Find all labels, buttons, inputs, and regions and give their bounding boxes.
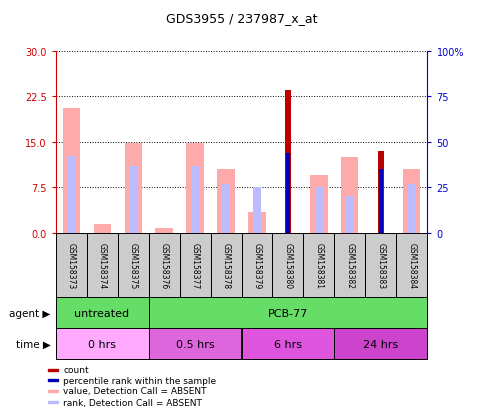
Bar (272, 233, 303, 297)
Bar (217, 170, 235, 233)
Text: GSM158384: GSM158384 (408, 242, 416, 288)
Bar (286, 153, 290, 233)
Text: GSM158377: GSM158377 (190, 242, 199, 288)
Bar (248, 212, 266, 233)
Bar (180, 233, 211, 297)
Bar (48, 401, 58, 403)
Text: GSM158383: GSM158383 (376, 242, 385, 288)
Bar (242, 233, 272, 297)
Bar (156, 228, 172, 233)
Bar (378, 152, 384, 233)
Bar (284, 91, 291, 233)
Text: GSM158379: GSM158379 (253, 242, 261, 288)
Bar (117, 233, 149, 297)
Bar (94, 224, 111, 233)
Bar (315, 188, 323, 233)
Bar (242, 328, 334, 359)
Bar (48, 390, 58, 392)
Bar (67, 157, 75, 233)
Text: GSM158380: GSM158380 (284, 242, 293, 288)
Bar (191, 166, 199, 233)
Text: value, Detection Call = ABSENT: value, Detection Call = ABSENT (63, 386, 207, 395)
Text: 0.5 hrs: 0.5 hrs (176, 339, 214, 349)
Text: time ▶: time ▶ (16, 339, 51, 349)
Text: GSM158375: GSM158375 (128, 242, 138, 288)
Bar (403, 170, 421, 233)
Bar (303, 233, 334, 297)
Bar (334, 328, 427, 359)
Text: GSM158378: GSM158378 (222, 242, 230, 288)
Bar (346, 197, 354, 233)
Text: percentile rank within the sample: percentile rank within the sample (63, 376, 216, 385)
Text: untreated: untreated (74, 308, 129, 318)
Bar (86, 233, 117, 297)
Bar (149, 297, 427, 328)
Bar (48, 380, 58, 381)
Text: 24 hrs: 24 hrs (363, 339, 398, 349)
Bar (56, 328, 149, 359)
Bar (129, 166, 137, 233)
Text: count: count (63, 366, 89, 375)
Bar (341, 158, 358, 233)
Text: 6 hrs: 6 hrs (274, 339, 302, 349)
Text: GSM158374: GSM158374 (98, 242, 107, 288)
Bar (211, 233, 242, 297)
Bar (311, 176, 327, 233)
Text: GSM158376: GSM158376 (159, 242, 169, 288)
Bar (379, 170, 383, 233)
Text: PCB-77: PCB-77 (268, 308, 308, 318)
Text: GSM158382: GSM158382 (345, 242, 355, 288)
Bar (125, 144, 142, 233)
Bar (56, 297, 149, 328)
Text: rank, Detection Call = ABSENT: rank, Detection Call = ABSENT (63, 398, 202, 407)
Text: GDS3955 / 237987_x_at: GDS3955 / 237987_x_at (166, 12, 317, 25)
Bar (366, 233, 397, 297)
Text: GSM158373: GSM158373 (67, 242, 75, 288)
Bar (186, 144, 203, 233)
Bar (253, 188, 261, 233)
Bar (56, 233, 86, 297)
Text: GSM158381: GSM158381 (314, 242, 324, 288)
Bar (408, 184, 416, 233)
Bar (397, 233, 427, 297)
Bar (62, 109, 80, 233)
Bar (149, 233, 180, 297)
Bar (48, 369, 58, 371)
Text: 0 hrs: 0 hrs (88, 339, 116, 349)
Bar (149, 328, 242, 359)
Text: agent ▶: agent ▶ (9, 308, 51, 318)
Bar (222, 184, 230, 233)
Bar (334, 233, 366, 297)
